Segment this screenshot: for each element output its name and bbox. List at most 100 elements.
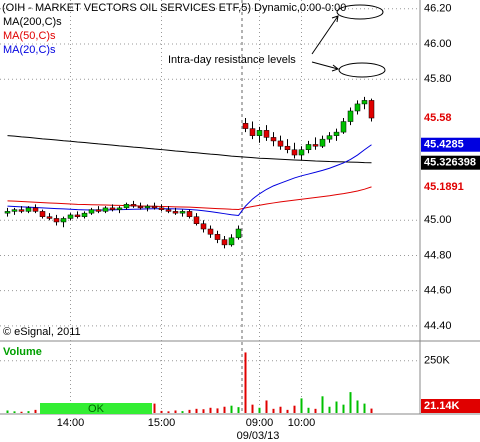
arrow [311,61,339,70]
price-label: 45.58 [424,112,452,124]
candle-body [361,100,368,105]
candle-body [193,216,200,224]
price-label-bg [421,155,480,170]
volume-bar [6,410,9,413]
price-label: 45.4285 [424,139,464,151]
price-label: 45.326398 [424,157,476,169]
candle-body [95,209,102,212]
y-tick-label: 45.00 [424,214,452,226]
plot [0,0,420,413]
volume-bar [307,407,310,413]
highlight-ellipse [336,4,384,20]
ma-line [7,135,372,164]
candle-body [214,234,221,240]
volume-title: Volume [3,346,42,358]
candle-body [347,110,354,122]
session-marker [40,403,152,414]
chart-title: (OIH - MARKET VECTORS OIL SERVICES ETF,5… [2,2,346,14]
candle-body [228,237,235,246]
volume-bar [195,408,198,413]
annotation: Intra-day resistance levels [168,54,296,66]
candle-body [81,212,88,217]
volume-bar [202,409,205,413]
candle-body [60,218,67,223]
volume-bar [20,411,23,413]
candle-body [88,209,95,214]
candle-body [4,211,11,214]
candle-body [249,128,256,136]
candle-body [354,103,361,112]
volume-bar [349,392,352,413]
volume-bar [286,409,289,413]
candle-body [200,223,207,230]
arrow [311,15,339,55]
candle-body [109,207,116,210]
volume-bar [216,408,219,413]
candle-body [102,207,109,212]
ma-line [7,144,372,216]
price-label-bg [421,137,480,152]
candle-body [116,207,123,210]
volume-bar [258,407,261,413]
candle-body [74,214,81,217]
candle-body [144,205,151,209]
volume-bar [167,411,170,413]
candle-body [270,137,277,142]
candle-body [305,144,312,150]
candle-body [298,149,305,156]
volume-bar [342,404,345,413]
candle-body [284,145,291,150]
candle-body [158,207,165,210]
volume-bar [244,352,247,413]
volume-bar [34,409,37,413]
volume-bar [328,406,331,413]
candle-body [186,211,193,217]
candle-body [368,100,375,119]
volume-bar [279,406,282,413]
candle-body [172,211,179,214]
volume-bar [237,407,240,413]
candle-body [11,209,18,212]
volume-bar [181,411,184,413]
candle-body [242,123,249,129]
volume-bar [265,400,268,413]
candle-body [319,138,326,147]
volume-bar [321,396,324,413]
candle-body [151,205,158,209]
candle-body [277,140,284,147]
candle-body [179,211,186,214]
candle-body [25,207,32,212]
y-tick-label: 44.60 [424,285,452,297]
volume-bar [251,404,254,413]
x-tick-label: 14:00 [57,417,85,429]
date-label: 09/03/13 [237,430,280,442]
arrowhead [331,64,340,72]
candle-body [312,144,319,147]
candle-body [32,207,39,212]
volume-bar [188,409,191,413]
legend-entry: MA(20,C)s [3,44,56,56]
candle-body [207,228,214,235]
copyright: © eSignal, 2011 [3,326,81,338]
price-label: 45.1891 [424,181,464,193]
candle-body [67,214,74,219]
candle-body [291,149,298,156]
x-tick-label: 10:00 [288,417,316,429]
candle-body [53,218,60,223]
legend-entry: MA(200,C)s [3,16,62,28]
candle-body [326,135,333,140]
y-tick-label: 250K [424,355,450,367]
volume-bar [230,405,233,413]
volume-bar [153,403,156,413]
arrowhead [331,15,339,23]
candle-body [221,239,228,246]
volume-bar [174,410,177,413]
ma-line [7,186,372,210]
price-label-bg [421,179,480,194]
y-tick-label: 46.00 [424,38,452,50]
candle-body [46,216,53,219]
candle-body [235,228,242,239]
volume-bar [223,406,226,413]
y-tick-label: 45.80 [424,73,452,85]
